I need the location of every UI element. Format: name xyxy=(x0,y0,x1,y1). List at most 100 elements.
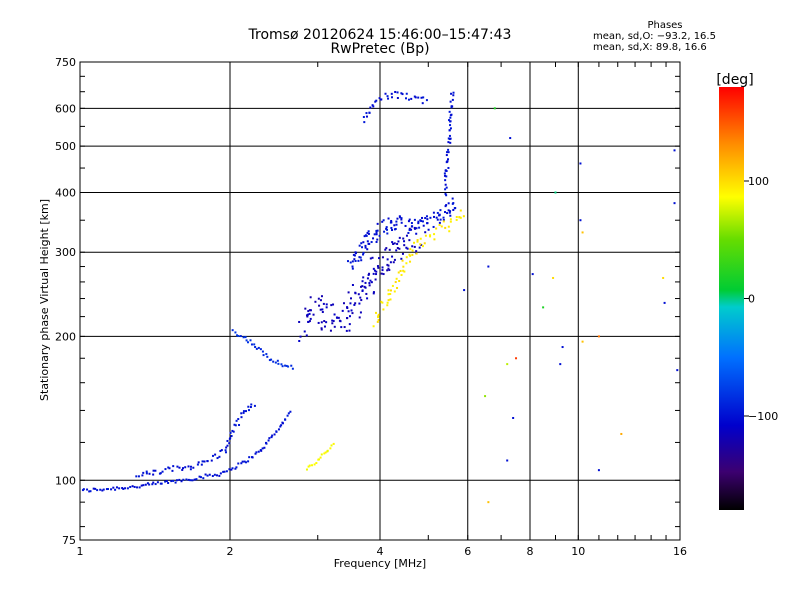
echo-point xyxy=(444,169,447,172)
echo-point xyxy=(346,306,349,309)
echo-point xyxy=(432,211,435,214)
echo-point xyxy=(579,219,582,222)
echo-point xyxy=(429,234,432,237)
y-tick-label: 750 xyxy=(55,56,76,69)
echo-point xyxy=(213,473,216,476)
echo-point xyxy=(373,269,376,272)
echo-point xyxy=(447,151,450,154)
echo-point xyxy=(396,97,399,100)
echo-point xyxy=(416,239,419,242)
echo-point xyxy=(249,339,252,342)
echo-point xyxy=(385,247,388,250)
echo-point xyxy=(376,238,379,241)
echo-point xyxy=(298,340,301,343)
echo-point xyxy=(320,328,323,331)
echo-point xyxy=(403,270,406,273)
echo-point xyxy=(160,482,163,485)
echo-point xyxy=(135,475,138,478)
x-axis-label: Frequency [MHz] xyxy=(334,557,426,570)
echo-point xyxy=(193,478,196,481)
echo-point xyxy=(411,249,414,252)
echo-point xyxy=(279,425,282,428)
echo-point xyxy=(406,247,409,250)
echo-point xyxy=(389,292,392,295)
echo-point xyxy=(240,462,243,465)
echo-point xyxy=(372,291,375,294)
echo-point xyxy=(449,100,452,103)
echo-point xyxy=(407,231,410,234)
echo-point xyxy=(444,226,447,229)
echo-point xyxy=(196,463,199,466)
echo-point xyxy=(253,404,256,407)
echo-point xyxy=(370,281,373,284)
echo-point xyxy=(234,467,237,470)
echo-point xyxy=(203,460,206,463)
echo-point xyxy=(448,134,451,137)
echo-point xyxy=(247,460,250,463)
echo-point xyxy=(421,216,424,219)
echo-point xyxy=(136,486,139,489)
echo-point xyxy=(369,257,372,260)
echo-point xyxy=(451,197,454,200)
echo-point xyxy=(191,479,194,482)
echo-point xyxy=(254,346,257,349)
echo-point xyxy=(148,483,151,486)
echo-point xyxy=(361,246,364,249)
echo-point xyxy=(408,229,411,232)
echo-point xyxy=(115,486,118,489)
echo-point xyxy=(391,255,394,258)
echo-point xyxy=(319,456,322,459)
echo-point xyxy=(448,129,451,132)
echo-point xyxy=(449,141,452,144)
echo-point xyxy=(424,231,427,234)
echo-point xyxy=(234,424,237,427)
echo-point xyxy=(140,484,143,487)
echo-point xyxy=(366,277,369,280)
echo-point xyxy=(308,309,311,312)
echo-point xyxy=(308,464,311,467)
data-points xyxy=(81,90,679,504)
echo-point xyxy=(453,207,456,210)
echo-point xyxy=(175,479,178,482)
echo-point xyxy=(351,283,354,286)
echo-point xyxy=(375,229,378,232)
echo-point xyxy=(364,244,367,247)
echo-point xyxy=(370,241,373,244)
echo-point xyxy=(247,405,250,408)
echo-point xyxy=(439,218,442,221)
echo-point xyxy=(290,364,293,367)
echo-point xyxy=(172,465,175,468)
echo-point xyxy=(192,466,195,469)
echo-point xyxy=(178,478,181,481)
echo-point xyxy=(364,234,367,237)
echo-point xyxy=(181,468,184,471)
echo-point xyxy=(110,488,113,491)
echo-point xyxy=(257,346,260,349)
echo-point xyxy=(380,272,383,275)
echo-point xyxy=(449,114,452,117)
echo-point xyxy=(440,225,443,228)
echo-point xyxy=(268,359,271,362)
echo-point xyxy=(436,218,439,221)
echo-point xyxy=(423,242,426,245)
echo-point xyxy=(374,278,377,281)
echo-point xyxy=(325,321,328,324)
echo-point xyxy=(367,232,370,235)
echo-point xyxy=(333,313,336,316)
echo-point xyxy=(509,137,512,140)
echo-point xyxy=(144,483,147,486)
echo-point xyxy=(265,442,268,445)
x-tick-label: 4 xyxy=(377,545,384,558)
echo-point xyxy=(195,478,198,481)
echo-point xyxy=(323,452,326,455)
echo-point xyxy=(270,358,273,361)
echo-point xyxy=(353,258,356,261)
echo-point xyxy=(424,234,427,237)
echo-point xyxy=(459,216,462,219)
echo-point xyxy=(676,369,679,372)
echo-point xyxy=(387,217,390,220)
echo-point xyxy=(281,365,284,368)
echo-point xyxy=(280,424,283,427)
y-tick-label: 400 xyxy=(55,186,76,199)
echo-point xyxy=(386,228,389,231)
